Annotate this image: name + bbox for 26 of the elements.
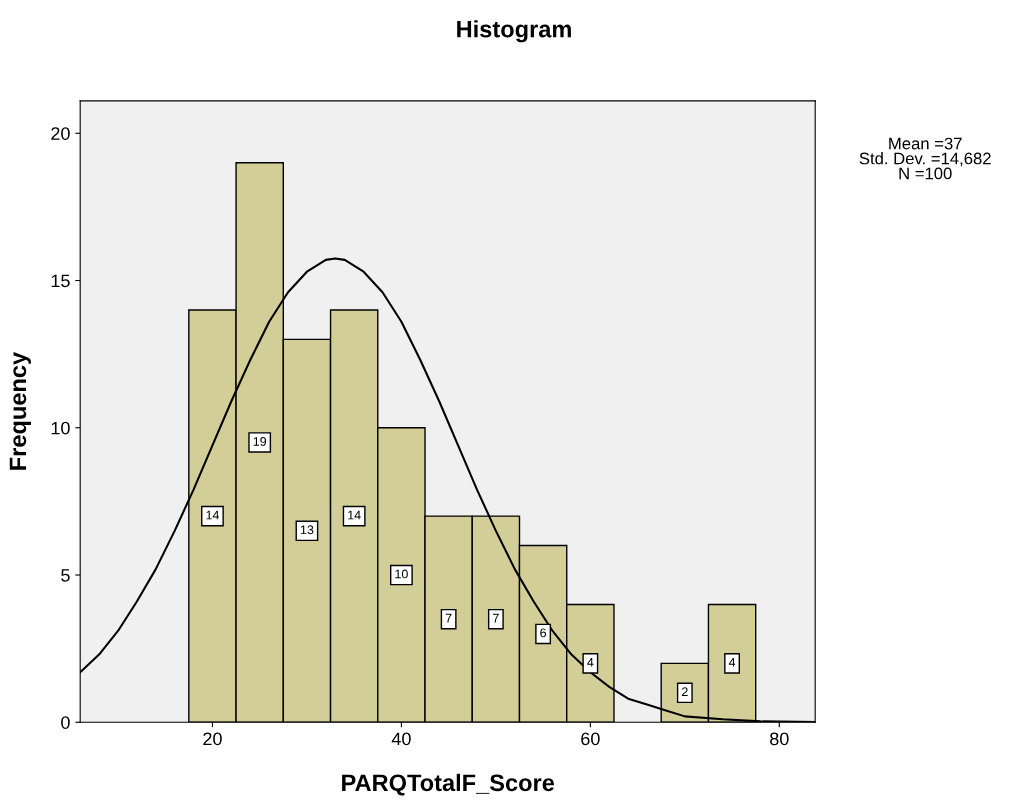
x-tick-label: 80 <box>770 732 789 746</box>
y-tick-label: 5 <box>61 569 70 582</box>
data-label: 4 <box>728 658 736 667</box>
text: Mean =37 <box>889 137 962 150</box>
y-tick-label: 0 <box>61 716 70 729</box>
data-label: 7 <box>493 613 499 623</box>
data-label: 10 <box>395 569 408 579</box>
data-label: 13 <box>300 525 314 535</box>
text: N =100 <box>899 167 952 180</box>
data-label: 2 <box>681 687 688 697</box>
data-label: 19 <box>253 437 267 446</box>
y-tick-label: 15 <box>51 274 70 288</box>
data-label: 14 <box>206 510 220 520</box>
x-axis-title: PARQTotalF_Score <box>342 773 555 796</box>
y-axis-title: Frequency <box>9 351 31 470</box>
text: Std. Dev. =14,682 <box>859 152 991 167</box>
x-tick-label: 20 <box>203 732 222 746</box>
x-tick-label: 40 <box>391 732 411 746</box>
data-label: 6 <box>540 628 547 638</box>
data-label: 7 <box>445 613 452 623</box>
y-tick-label: 10 <box>51 421 70 435</box>
chart-title: Histogram <box>457 20 571 43</box>
data-label: 4 <box>587 658 594 667</box>
x-tick-label: 60 <box>581 732 600 746</box>
data-label: 14 <box>348 510 361 520</box>
y-tick-label: 20 <box>51 127 70 140</box>
